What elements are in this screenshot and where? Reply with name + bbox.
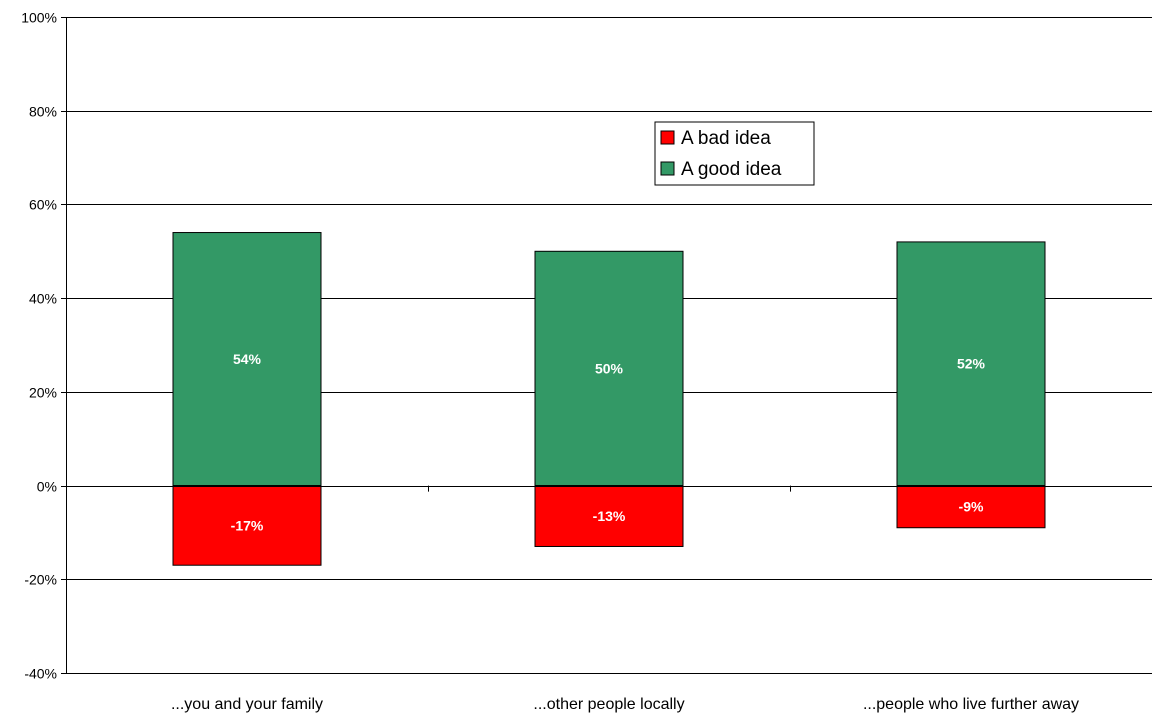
y-tick-label: 60% xyxy=(29,197,57,213)
legend-label-bad-idea: A bad idea xyxy=(681,128,771,149)
bar xyxy=(896,241,1046,487)
legend: A bad idea A good idea xyxy=(654,121,815,186)
legend-swatch-bad-idea xyxy=(660,130,675,145)
data-label: -9% xyxy=(959,499,984,515)
y-tick-label: 100% xyxy=(21,10,57,26)
y-tick-label: 0% xyxy=(37,479,57,495)
x-category-labels: ...you and your family ...other people lo… xyxy=(171,696,1079,713)
bar xyxy=(172,232,322,487)
bar xyxy=(534,250,684,487)
x-category-label: ...you and your family xyxy=(171,696,323,713)
x-category-label: ...people who live further away xyxy=(863,696,1079,713)
data-label: -13% xyxy=(593,508,626,524)
x-category-label: ...other people locally xyxy=(533,696,684,713)
y-tick-label: 80% xyxy=(29,104,57,120)
legend-swatch-good-idea xyxy=(660,161,675,176)
y-tick-label: 40% xyxy=(29,291,57,307)
data-label: 52% xyxy=(957,356,986,372)
legend-label-good-idea: A good idea xyxy=(681,159,782,180)
data-labels: 54% -17% 50% -13% 52% -9% xyxy=(231,351,986,533)
y-tick-label: -40% xyxy=(24,666,57,682)
bar xyxy=(172,485,322,566)
legend-box xyxy=(654,121,815,186)
bars xyxy=(172,232,1046,566)
y-tick-label: 20% xyxy=(29,385,57,401)
y-tick-label: -20% xyxy=(24,572,57,588)
bar xyxy=(534,485,684,547)
axes xyxy=(61,17,1152,674)
bar xyxy=(896,485,1046,529)
y-tick-labels: -40% -20% 0% 20% 40% 60% 80% 100% xyxy=(21,10,57,682)
data-label: -17% xyxy=(231,517,264,533)
data-label: 54% xyxy=(233,351,262,367)
data-label: 50% xyxy=(595,360,624,376)
